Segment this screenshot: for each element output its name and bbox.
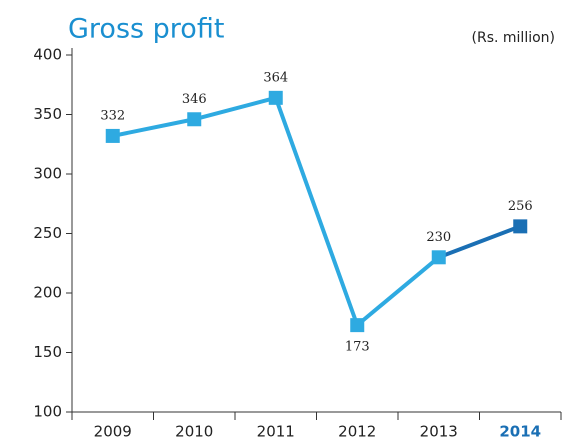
line-segment bbox=[436, 224, 523, 260]
x-tick-label: 2013 bbox=[420, 423, 458, 441]
x-tick-label: 2010 bbox=[175, 423, 213, 441]
x-tick-label: 2009 bbox=[94, 423, 132, 441]
value-label: 346 bbox=[182, 92, 207, 107]
point-marker bbox=[105, 128, 120, 143]
point-marker bbox=[187, 112, 202, 127]
point-marker bbox=[350, 318, 365, 333]
point-marker bbox=[268, 90, 283, 105]
line-segment bbox=[192, 95, 278, 122]
line-segment bbox=[110, 117, 197, 138]
y-tick-label: 250 bbox=[33, 224, 62, 242]
y-tick-label: 300 bbox=[33, 165, 62, 183]
value-label: 230 bbox=[426, 230, 451, 245]
x-tick-label: 2011 bbox=[257, 423, 295, 441]
value-label: 364 bbox=[263, 70, 288, 85]
point-marker bbox=[513, 219, 528, 234]
chart-title: Gross profit bbox=[68, 14, 224, 45]
y-tick-label: 200 bbox=[33, 284, 62, 302]
value-label: 173 bbox=[345, 340, 370, 355]
x-tick-label: 2012 bbox=[338, 423, 376, 441]
unit-label: (Rs. million) bbox=[472, 30, 555, 46]
line-segment bbox=[273, 95, 360, 328]
x-tick-label: 2014 bbox=[499, 423, 541, 441]
value-label: 332 bbox=[100, 108, 125, 123]
y-tick-label: 150 bbox=[33, 343, 62, 361]
y-tick-label: 350 bbox=[33, 105, 62, 123]
y-tick-label: 400 bbox=[33, 46, 62, 64]
point-marker bbox=[431, 250, 446, 265]
line-segment bbox=[355, 255, 441, 328]
y-tick-label: 100 bbox=[33, 403, 62, 421]
value-label: 256 bbox=[508, 199, 533, 214]
